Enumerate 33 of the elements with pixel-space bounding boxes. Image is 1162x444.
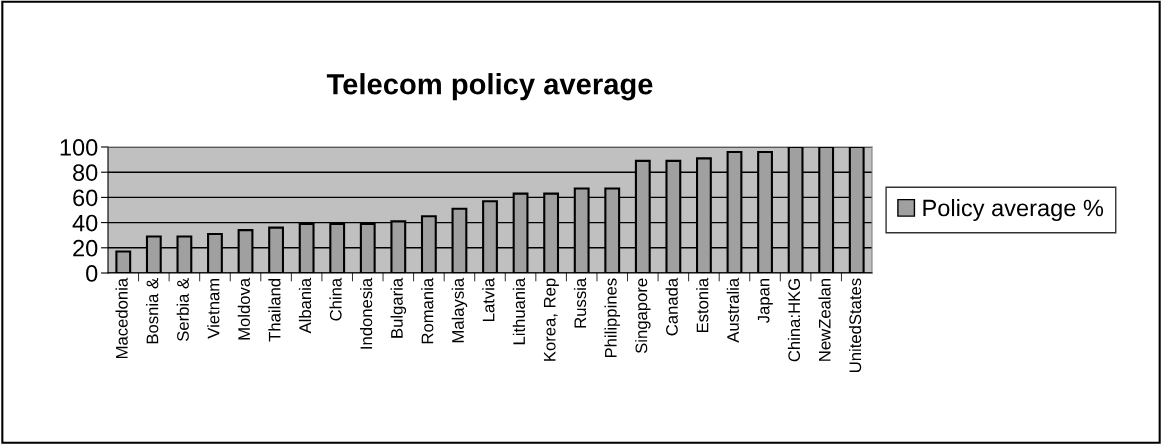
y-tick-label: 100 bbox=[60, 139, 98, 156]
x-tick-label: NewZealan bbox=[818, 278, 831, 361]
x-tick-label: Canada bbox=[665, 277, 678, 336]
x-tick-label: Romania bbox=[421, 277, 434, 344]
x-tick-label: China:HKG bbox=[787, 279, 801, 362]
x-tick-label: UnitedStates bbox=[848, 278, 862, 372]
x-tick-label: China bbox=[329, 277, 342, 321]
x-tick-label: Serbia & bbox=[176, 278, 189, 342]
y-tick-label: 20 bbox=[73, 239, 98, 257]
x-tick-label: Thailand bbox=[268, 278, 281, 342]
x-tick-label: Vietnam bbox=[207, 278, 220, 339]
x-tick-label: Macedonia bbox=[115, 277, 128, 359]
y-tick-label: 0 bbox=[86, 265, 98, 282]
x-tick-label: Indonesia bbox=[359, 277, 373, 349]
y-tick-label: 40 bbox=[72, 214, 98, 232]
chart-title: Telecom policy average bbox=[326, 73, 653, 101]
x-tick-label: Philippines bbox=[604, 278, 621, 358]
x-tick-label: Japan bbox=[757, 278, 773, 324]
x-tick-label: Bulgaria bbox=[390, 277, 407, 338]
x-tick-label: Singapore bbox=[635, 278, 651, 354]
y-tick-label: 80 bbox=[73, 164, 98, 181]
x-tick-label: Bosnia & bbox=[146, 278, 159, 344]
legend-label: Policy average % bbox=[923, 199, 1104, 222]
x-tick-label: Lithuania bbox=[512, 277, 526, 345]
y-tick-label: 60 bbox=[73, 189, 98, 207]
x-tick-label: Malaysia bbox=[451, 277, 468, 343]
x-tick-label: Albania bbox=[298, 277, 312, 334]
x-tick-label: Latvia bbox=[482, 277, 495, 321]
x-tick-label: Korea, Rep bbox=[543, 278, 559, 361]
x-tick-label: Estonia bbox=[696, 277, 709, 333]
x-tick-label: Moldova bbox=[237, 277, 250, 340]
x-tick-label: Australia bbox=[726, 277, 739, 343]
x-tick-label: Russia bbox=[573, 277, 587, 328]
